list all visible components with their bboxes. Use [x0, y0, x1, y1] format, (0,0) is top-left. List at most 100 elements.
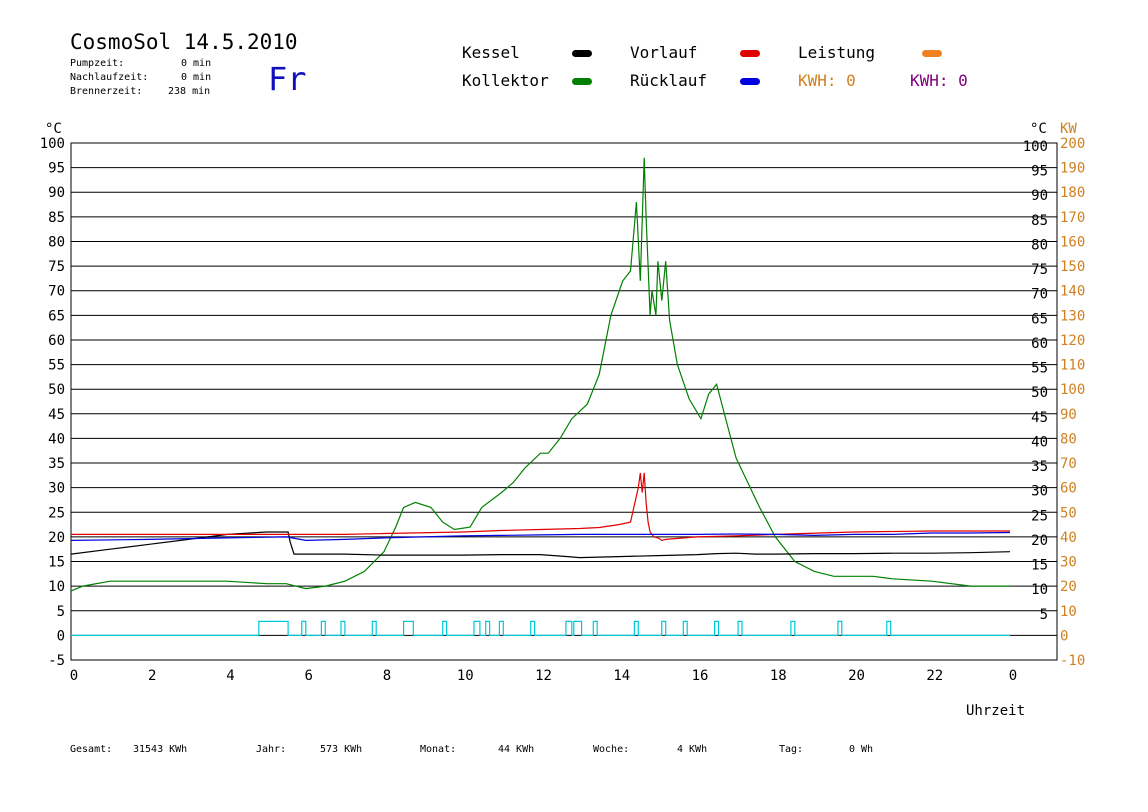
x-tick: 10	[457, 668, 474, 684]
y-tick-kw: 160	[1060, 234, 1085, 250]
x-tick: 12	[535, 668, 552, 684]
series-kessel	[70, 531, 1011, 559]
y-tick-kw: 20	[1060, 579, 1077, 595]
y-tick-kw: 180	[1060, 185, 1085, 201]
y-tick-right: 30	[1031, 484, 1048, 500]
y-tick-right: 35	[1031, 459, 1048, 475]
y-tick-left: 10	[48, 579, 65, 595]
y-tick-left: 50	[48, 382, 65, 398]
y-tick-right: 60	[1031, 336, 1048, 352]
y-tick-right: 100	[1023, 139, 1048, 155]
y-tick-kw: 170	[1060, 210, 1085, 226]
legend-kwh-solar: KWH: 0	[798, 71, 856, 90]
page-title: CosmoSol 14.5.2010	[70, 30, 298, 54]
y-tick-right: 55	[1031, 361, 1048, 377]
legend-leistung-swatch	[922, 50, 942, 57]
footer-monat-label: Monat:	[420, 744, 457, 755]
y-tick-right: 65	[1031, 311, 1048, 327]
y-tick-left: 5	[57, 604, 65, 620]
y-tick-right: 10	[1031, 582, 1048, 598]
x-tick: 20	[848, 668, 865, 684]
legend-kollektor-swatch	[572, 78, 592, 85]
legend-kessel-swatch	[572, 50, 592, 57]
y-tick-kw: 60	[1060, 481, 1077, 497]
y-tick-right: 70	[1031, 287, 1048, 303]
x-tick: 8	[383, 668, 391, 684]
footer-monat-value: 44 KWh	[498, 744, 535, 755]
y-tick-kw: 200	[1060, 136, 1085, 152]
series-vorlauf	[71, 472, 1010, 542]
y-tick-right: 90	[1031, 188, 1048, 204]
y-tick-kw: 90	[1060, 407, 1077, 423]
nachlaufzeit-value: 0 min	[181, 72, 212, 83]
y-tick-right: 15	[1031, 558, 1048, 574]
y-tick-right: 85	[1031, 213, 1048, 229]
x-tick: 2	[148, 668, 156, 684]
y-tick-kw: 130	[1060, 308, 1085, 324]
y-tick-kw: 120	[1060, 333, 1085, 349]
y-tick-kw: 150	[1060, 259, 1085, 275]
pumpzeit-value: 0 min	[181, 58, 212, 69]
y-tick-left: 65	[48, 308, 65, 324]
plot-frame	[70, 142, 1058, 661]
y-tick-right: 50	[1031, 385, 1048, 401]
pumpzeit-label: Pumpzeit:	[70, 58, 125, 69]
y-tick-right: 45	[1031, 410, 1048, 426]
y-tick-kw: 50	[1060, 505, 1077, 521]
y-tick-left: 80	[48, 234, 65, 250]
x-tick: 18	[770, 668, 787, 684]
weekday-label: Fr	[268, 60, 307, 98]
series-kollektor	[70, 157, 1010, 592]
legend-kwh-secondary: KWH: 0	[910, 71, 968, 90]
y-tick-kw: 0	[1060, 628, 1068, 644]
legend-vorlauf-label: Vorlauf	[630, 43, 698, 62]
y-tick-kw: 110	[1060, 358, 1085, 374]
y-tick-kw: 30	[1060, 555, 1077, 571]
y-tick-right: 25	[1031, 508, 1048, 524]
footer-tag-value: 0 Wh	[849, 744, 874, 755]
y-tick-right: 5	[1040, 607, 1048, 623]
x-tick: 14	[613, 668, 630, 684]
x-tick: 0	[1009, 668, 1017, 684]
series-pump-pulses	[71, 620, 1010, 636]
y-tick-left: 20	[48, 530, 65, 546]
legend-vorlauf-swatch	[740, 50, 760, 57]
y-tick-left: 75	[48, 259, 65, 275]
y-tick-left: 35	[48, 456, 65, 472]
y-tick-kw: 10	[1060, 604, 1077, 620]
y-tick-left: 55	[48, 358, 65, 374]
y-tick-left: 100	[40, 136, 65, 152]
footer-gesamt-value: 31543 KWh	[133, 744, 188, 755]
y-axis-label-right: °C	[1030, 121, 1047, 137]
x-tick: 6	[305, 668, 313, 684]
y-tick-left: 25	[48, 505, 65, 521]
y-tick-right: 95	[1031, 164, 1048, 180]
y-tick-kw: 190	[1060, 161, 1085, 177]
y-tick-left: 40	[48, 431, 65, 447]
x-axis-label: Uhrzeit	[966, 703, 1025, 719]
y-tick-right: 80	[1031, 237, 1048, 253]
brennerzeit-value: 238 min	[168, 86, 211, 97]
y-tick-left: 90	[48, 185, 65, 201]
footer-woche-label: Woche:	[593, 744, 630, 755]
y-tick-right: 20	[1031, 533, 1048, 549]
y-axis-label-left: °C	[45, 121, 62, 137]
y-tick-left: -5	[48, 653, 65, 669]
legend-ruecklauf-swatch	[740, 78, 760, 85]
y-tick-kw: 70	[1060, 456, 1077, 472]
y-axis-label-kw: KW	[1060, 121, 1077, 137]
footer-gesamt-label: Gesamt:	[70, 744, 113, 755]
series-ruecklauf	[70, 531, 1011, 542]
x-tick: 22	[926, 668, 943, 684]
y-tick-left: 30	[48, 481, 65, 497]
y-tick-left: 15	[48, 555, 65, 571]
legend-ruecklauf-label: Rücklauf	[630, 71, 708, 90]
y-tick-kw: 40	[1060, 530, 1077, 546]
footer-jahr-value: 573 KWh	[320, 744, 363, 755]
y-tick-kw: 80	[1060, 431, 1077, 447]
legend-kessel-label: Kessel	[462, 43, 520, 62]
y-tick-kw: 140	[1060, 284, 1085, 300]
y-tick-right: 75	[1031, 262, 1048, 278]
y-tick-left: 45	[48, 407, 65, 423]
